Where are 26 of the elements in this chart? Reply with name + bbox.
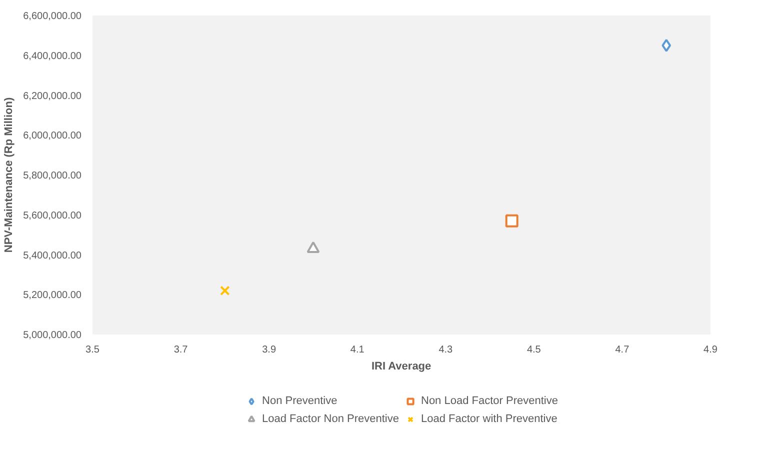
y-tick-label: 5,800,000.00: [23, 170, 82, 182]
x-tick-label: 4.5: [526, 344, 542, 356]
legend-label: Load Factor with Preventive: [421, 412, 558, 426]
x-axis-title: IRI Average: [371, 360, 432, 372]
y-tick-label: 6,200,000.00: [23, 90, 82, 102]
y-tick-label: 5,400,000.00: [23, 250, 82, 262]
y-tick-label: 6,400,000.00: [23, 50, 82, 62]
point: [662, 38, 672, 52]
point: [220, 286, 230, 296]
x-tick-label: 4.1: [350, 344, 365, 356]
y-tick-label: 5,200,000.00: [23, 290, 82, 302]
legend-label: Non Preventive: [262, 394, 338, 408]
legend-label: Load Factor Non Preventive: [262, 412, 399, 426]
y-tick-label: 6,600,000.00: [23, 11, 82, 22]
y-tick-label: 5,600,000.00: [23, 210, 82, 222]
point: [505, 214, 518, 228]
x-tick-label: 3.5: [86, 344, 100, 356]
x-tick-label: 3.7: [174, 344, 188, 356]
y-tick-label: 5,000,000.00: [23, 330, 82, 341]
y-axis-title: NPV-Maintenance (Rp Million): [3, 97, 16, 253]
x-tick-label: 4.3: [438, 344, 454, 356]
y-tick-label: 6,000,000.00: [23, 130, 82, 142]
x-tick-label: 4.7: [615, 344, 630, 356]
x-tick-label: 3.9: [262, 344, 276, 356]
legend-label: Non Load Factor Preventive: [421, 394, 558, 408]
x-tick-label: 4.9: [704, 344, 718, 356]
